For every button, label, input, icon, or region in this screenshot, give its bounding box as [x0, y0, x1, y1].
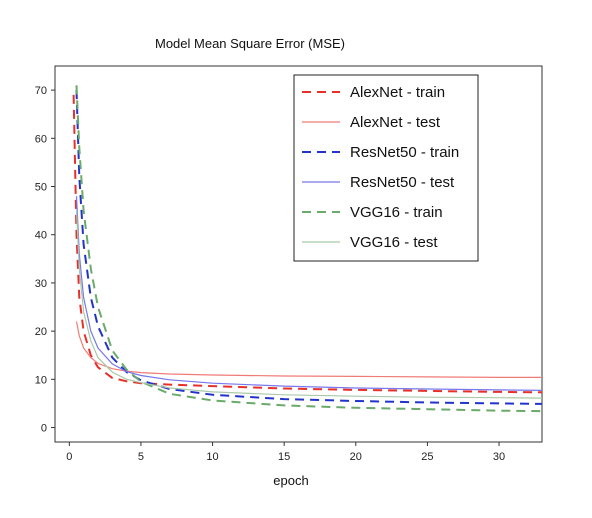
- x-tick-label: 20: [350, 451, 362, 463]
- y-tick-label: 70: [35, 85, 47, 97]
- legend-label: AlexNet - test: [350, 114, 441, 131]
- x-tick-label: 10: [206, 451, 218, 463]
- legend-label: AlexNet - train: [350, 84, 445, 101]
- legend-box: [293, 74, 479, 262]
- y-axis-ticks: 0 10 20 30 40 50 60 70: [35, 85, 55, 435]
- y-tick-label: 10: [35, 374, 47, 386]
- legend-label: ResNet50 - train: [350, 144, 459, 161]
- plot-area-frame: [54, 65, 543, 443]
- legend-label: ResNet50 - test: [350, 174, 455, 191]
- legend-label: VGG16 - train: [350, 204, 443, 221]
- y-tick-label: 20: [35, 326, 47, 338]
- x-tick-label: 15: [278, 451, 290, 463]
- series-line-1: [72, 94, 543, 394]
- y-tick-label: 30: [35, 278, 47, 290]
- x-axis-label: epoch: [273, 473, 308, 488]
- y-tick-label: 0: [41, 423, 47, 435]
- y-tick-label: 40: [35, 230, 47, 242]
- y-tick-label: 50: [35, 182, 47, 194]
- legend-label: VGG16 - test: [350, 234, 438, 251]
- x-tick-label: 25: [421, 451, 433, 463]
- x-tick-label: 5: [138, 451, 144, 463]
- series-line-6: [75, 210, 543, 399]
- series-line-5: [75, 85, 543, 413]
- chart-title: Model Mean Square Error (MSE): [155, 36, 345, 51]
- y-tick-label: 60: [35, 133, 47, 145]
- series-line-2: [75, 321, 542, 378]
- legend: AlexNet - train AlexNet - test ResNet50 - …: [293, 74, 479, 262]
- series-layer: [72, 85, 543, 413]
- series-line-3: [75, 90, 543, 405]
- x-axis-ticks: 0 5 10 15 20 25 30: [66, 442, 505, 463]
- x-tick-label: 0: [66, 451, 72, 463]
- series-line-4: [75, 196, 543, 391]
- x-tick-label: 30: [493, 451, 505, 463]
